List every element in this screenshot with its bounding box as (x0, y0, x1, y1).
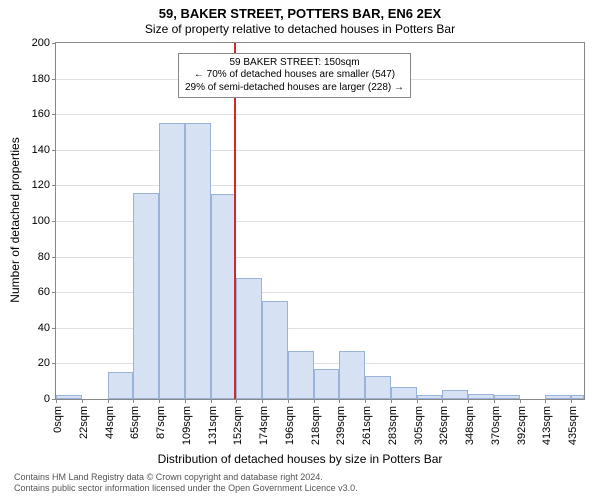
histogram-bar (236, 278, 262, 399)
x-tick-label: 305sqm (413, 406, 425, 445)
x-tick-mark (442, 399, 443, 403)
y-tick-mark (52, 363, 56, 364)
y-tick-label: 40 (10, 322, 50, 334)
histogram-bar (365, 376, 391, 399)
x-tick-label: 370sqm (490, 406, 502, 445)
annotation-box: 59 BAKER STREET: 150sqm← 70% of detached… (178, 53, 411, 99)
histogram-bar (56, 395, 82, 399)
y-tick-mark (52, 185, 56, 186)
x-axis-label: Distribution of detached houses by size … (0, 452, 600, 466)
annotation-line: 29% of semi-detached houses are larger (… (185, 82, 404, 95)
x-tick-mark (288, 399, 289, 403)
histogram-bar (108, 372, 133, 399)
x-tick-mark (108, 399, 109, 403)
x-tick-label: 326sqm (438, 406, 450, 445)
y-tick-label: 200 (10, 37, 50, 49)
x-tick-mark (391, 399, 392, 403)
x-tick-label: 348sqm (464, 406, 476, 445)
histogram-bar (468, 394, 494, 399)
y-tick-mark (52, 150, 56, 151)
x-tick-label: 22sqm (78, 406, 90, 439)
grid-line (56, 150, 584, 151)
histogram-bar (288, 351, 314, 399)
x-tick-mark (545, 399, 546, 403)
x-tick-label: 392sqm (516, 406, 528, 445)
y-tick-mark (52, 114, 56, 115)
grid-line (56, 114, 584, 115)
annotation-line: ← 70% of detached houses are smaller (54… (185, 69, 404, 82)
x-tick-mark (159, 399, 160, 403)
y-tick-mark (52, 221, 56, 222)
histogram-bar (417, 395, 442, 399)
x-tick-label: 131sqm (207, 406, 219, 445)
x-tick-mark (468, 399, 469, 403)
grid-line (56, 185, 584, 186)
annotation-line: 59 BAKER STREET: 150sqm (185, 57, 404, 70)
histogram-bar (159, 123, 185, 399)
x-tick-mark (494, 399, 495, 403)
x-tick-mark (82, 399, 83, 403)
x-tick-mark (211, 399, 212, 403)
histogram-bar (571, 395, 584, 399)
histogram-bar (314, 369, 339, 399)
y-tick-label: 20 (10, 357, 50, 369)
x-tick-label: 283sqm (387, 406, 399, 445)
footer-line-2: Contains public sector information licen… (14, 483, 358, 494)
plot-area: 59 BAKER STREET: 150sqm← 70% of detached… (55, 42, 585, 400)
x-tick-label: 65sqm (129, 406, 141, 439)
x-tick-label: 196sqm (284, 406, 296, 445)
histogram-bar (133, 193, 159, 399)
histogram-bar (494, 395, 520, 399)
y-tick-label: 100 (10, 215, 50, 227)
y-tick-mark (52, 257, 56, 258)
x-tick-label: 413sqm (541, 406, 553, 445)
y-tick-label: 180 (10, 73, 50, 85)
x-tick-mark (185, 399, 186, 403)
x-tick-mark (520, 399, 521, 403)
chart-title-sub: Size of property relative to detached ho… (0, 22, 600, 36)
x-tick-label: 239sqm (335, 406, 347, 445)
footer-attribution: Contains HM Land Registry data © Crown c… (14, 472, 358, 494)
y-tick-mark (52, 292, 56, 293)
footer-line-1: Contains HM Land Registry data © Crown c… (14, 472, 358, 483)
y-tick-mark (52, 328, 56, 329)
y-tick-mark (52, 43, 56, 44)
x-tick-mark (56, 399, 57, 403)
histogram-bar (391, 387, 417, 399)
x-tick-label: 218sqm (310, 406, 322, 445)
x-tick-mark (571, 399, 572, 403)
histogram-bar (545, 395, 571, 399)
histogram-bar (339, 351, 365, 399)
y-tick-label: 140 (10, 144, 50, 156)
histogram-bar (442, 390, 468, 399)
chart-container: 59, BAKER STREET, POTTERS BAR, EN6 2EX S… (0, 0, 600, 500)
x-tick-mark (365, 399, 366, 403)
histogram-bar (262, 301, 288, 399)
x-tick-label: 109sqm (181, 406, 193, 445)
chart-title-main: 59, BAKER STREET, POTTERS BAR, EN6 2EX (0, 6, 600, 21)
y-tick-label: 160 (10, 108, 50, 120)
x-tick-label: 435sqm (567, 406, 579, 445)
y-tick-mark (52, 79, 56, 80)
x-tick-mark (236, 399, 237, 403)
x-tick-label: 44sqm (104, 406, 116, 439)
histogram-bar (211, 194, 236, 399)
x-tick-mark (339, 399, 340, 403)
x-tick-label: 0sqm (52, 406, 64, 433)
x-tick-mark (133, 399, 134, 403)
y-tick-label: 0 (10, 393, 50, 405)
histogram-bar (185, 123, 211, 399)
x-tick-mark (314, 399, 315, 403)
x-tick-label: 152sqm (232, 406, 244, 445)
y-tick-label: 60 (10, 286, 50, 298)
y-tick-label: 120 (10, 179, 50, 191)
x-tick-label: 261sqm (361, 406, 373, 445)
x-tick-mark (262, 399, 263, 403)
x-tick-label: 87sqm (155, 406, 167, 439)
x-tick-mark (417, 399, 418, 403)
x-tick-label: 174sqm (258, 406, 270, 445)
y-tick-label: 80 (10, 251, 50, 263)
